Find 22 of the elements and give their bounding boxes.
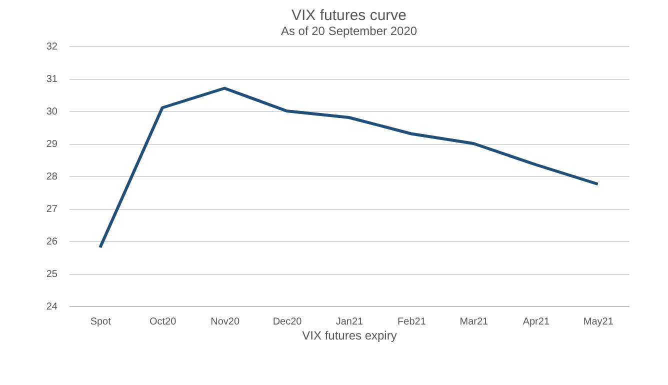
chart-subtitle: As of 20 September 2020 bbox=[280, 24, 418, 38]
x-tick-label: Jan21 bbox=[336, 316, 364, 328]
y-tick-label: 30 bbox=[46, 106, 58, 118]
y-tick-label: 28 bbox=[46, 172, 58, 182]
y-tick-label: 24 bbox=[46, 302, 58, 312]
line-series bbox=[98, 86, 600, 249]
x-tick-label: Dec20 bbox=[272, 316, 302, 328]
x-axis-title: VIX futures expiry bbox=[302, 328, 397, 342]
y-tick-label: 31 bbox=[46, 74, 58, 85]
chart-title: VIX futures curve bbox=[291, 7, 407, 24]
x-tick-label: Apr21 bbox=[522, 316, 550, 328]
x-tick-label: Oct20 bbox=[149, 316, 177, 328]
x-tick-label: Mar21 bbox=[460, 316, 489, 328]
x-tick-label: Nov20 bbox=[210, 316, 240, 328]
y-tick-label: 26 bbox=[46, 236, 58, 248]
y-tick-label: 32 bbox=[46, 42, 58, 52]
y-tick-label: 29 bbox=[46, 139, 58, 150]
y-tick-label: 27 bbox=[46, 204, 58, 215]
y-tick-label: 25 bbox=[46, 269, 58, 280]
x-tick-label: Feb21 bbox=[398, 316, 426, 328]
x-tick-label: May21 bbox=[583, 316, 614, 328]
x-tick-label: Spot bbox=[90, 316, 112, 328]
